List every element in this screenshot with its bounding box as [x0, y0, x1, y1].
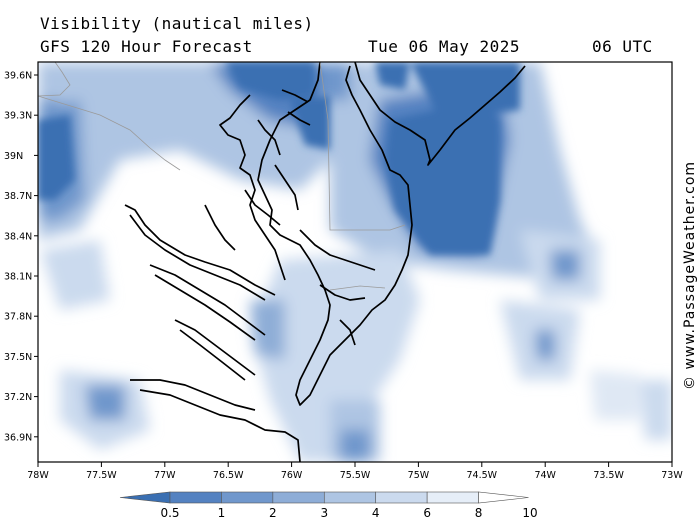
lon-tick-label: 73W [661, 470, 683, 481]
state-borders [38, 62, 406, 291]
colorbar-segment [221, 491, 274, 504]
lon-tick-label: 76.5W [213, 470, 244, 481]
lat-tick-label: 37.2N [4, 392, 32, 403]
lat-tick-label: 39N [4, 151, 23, 162]
lat-tick-label: 38.4N [4, 231, 32, 242]
longitude-axis: 78W 77.5W 77W 76.5W 76W 75.5W 75W 74.5W 74W 73.5W… [27, 462, 683, 481]
visibility-field [38, 62, 672, 462]
lat-tick-label: 38.7N [4, 191, 32, 202]
colorbar-label: 1 [218, 506, 226, 520]
credit-text: © www.PassageWeather.com [682, 160, 698, 390]
coastline [124, 62, 526, 462]
lon-tick-label: 77.5W [86, 470, 117, 481]
lon-tick-label: 74.5W [467, 470, 498, 481]
colorbar-label: 2 [269, 506, 277, 520]
colorbar-label: 6 [423, 506, 431, 520]
forecast-date: Tue 06 May 2025 [368, 37, 520, 56]
lon-tick-label: 73.5W [593, 470, 624, 481]
colorbar-segment [272, 491, 325, 504]
colorbar-segment [426, 491, 479, 504]
lon-tick-label: 75.5W [340, 470, 371, 481]
colorbar-label: 3 [320, 506, 328, 520]
colorbar-label: 4 [372, 506, 380, 520]
forecast-time: 06 UTC [592, 37, 653, 56]
lat-tick-label: 39.6N [4, 71, 32, 82]
lat-tick-label: 38.1N [4, 272, 32, 283]
lat-tick-label: 37.5N [4, 352, 32, 363]
lon-tick-label: 75W [408, 470, 430, 481]
colorbar-label: 10 [522, 506, 537, 520]
colorbar-segment [323, 491, 377, 504]
colorbar-extend-high [478, 491, 529, 504]
lon-tick-label: 78W [27, 470, 49, 481]
colorbar-extend-low [119, 491, 171, 504]
lon-tick-label: 74W [534, 470, 556, 481]
latitude-axis: 39.6N 39.3N 39N 38.7N 38.4N 38.1N 37.8N 37.5N 37… [4, 71, 38, 443]
colorbar-segment [375, 491, 428, 504]
lat-tick-label: 37.8N [4, 312, 32, 323]
lat-tick-label: 39.3N [4, 111, 32, 122]
colorbar-label: 0.5 [160, 506, 179, 520]
lat-tick-label: 36.9N [4, 432, 32, 443]
map-title: Visibility (nautical miles) [40, 14, 314, 33]
forecast-model: GFS 120 Hour Forecast [40, 37, 253, 56]
colorbar-legend: 0.5 1 2 3 4 6 8 10 [119, 491, 538, 520]
colorbar-segment [169, 491, 222, 504]
colorbar-label: 8 [475, 506, 483, 520]
lon-tick-label: 77W [154, 470, 176, 481]
lon-tick-label: 76W [281, 470, 303, 481]
